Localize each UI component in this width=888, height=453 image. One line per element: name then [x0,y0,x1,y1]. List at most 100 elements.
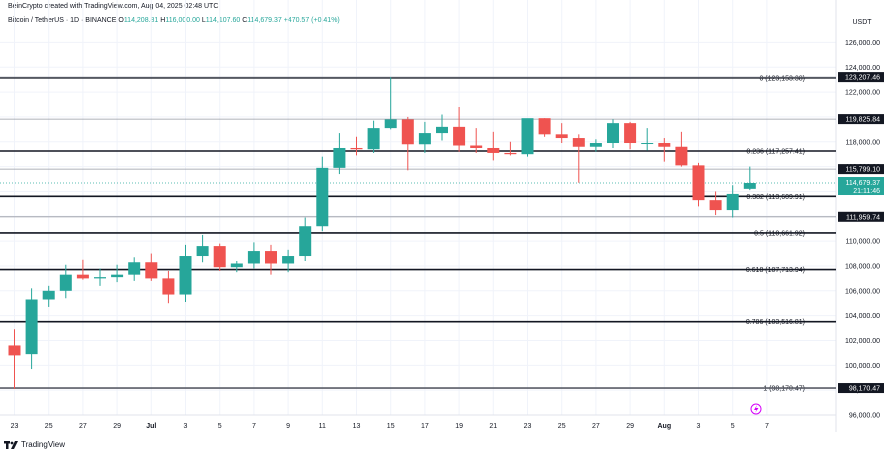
candle-body [470,145,483,148]
y-tick-label: 108,000.00 [845,263,880,270]
y-tick-label: 106,000.00 [845,288,880,295]
candle-body [316,167,329,227]
currency-label: USDT [852,19,872,26]
candle-body [162,278,175,295]
change-value: +470.57 (+0.41%) [283,17,340,24]
x-tick-label: 5 [731,423,735,430]
y-tick-label: 100,000.00 [845,363,880,370]
candle-body [675,146,688,166]
candle-body [196,246,209,257]
x-tick-label: 5 [218,423,222,430]
candle-body [538,118,551,135]
fib-level-label: 0.618 (107,713.94) [746,267,805,274]
candle-body [401,119,414,145]
fib-level-label: 0.236 (117,257.41) [746,148,805,155]
x-tick-label: 27 [79,423,87,430]
open-label: O [118,17,124,24]
price-line-label: 123,207.46 [845,75,880,82]
x-tick-label: 11 [319,423,326,430]
low-value: 114,107.60 [205,17,241,24]
candle-body [436,126,448,134]
candle-body [367,128,380,150]
fib-level-label: 1 (98,170.47) [763,386,805,393]
x-tick-label: 15 [387,423,395,430]
x-tick-label: Aug [657,423,671,430]
y-tick-label: 96,000.00 [849,413,880,420]
high-value: 116,000.00 [165,17,200,24]
candle-body [213,246,226,268]
price-line-label-box [838,383,884,394]
x-tick-label: 25 [558,423,566,430]
price-line-label-box [838,211,884,222]
lightning-icon [754,405,759,413]
candle-body [726,193,739,211]
y-tick-label: 104,000.00 [845,313,880,320]
price-line-label-box [838,164,884,175]
x-tick-label: 29 [113,423,121,430]
x-tick-label: 13 [353,423,361,430]
x-tick-label: 23 [524,423,532,430]
y-tick-label: 122,000.00 [845,90,880,97]
symbol-name: Bitcoin / TetherUS · 1D · BINANCE [8,17,117,24]
x-tick-label: 3 [184,423,188,430]
candle-body [487,147,500,153]
candle-body [641,143,654,145]
x-tick-label: 21 [489,423,497,430]
x-tick-label: 17 [421,423,429,430]
price-line-label: 119,825.84 [845,117,880,124]
fib-level-label: 0 (123,153.38) [759,75,805,82]
x-tick-label: 3 [697,423,701,430]
candle-body [94,277,106,279]
price-line-label-box [838,114,884,125]
candle-body [555,134,568,139]
last-price-tag [838,177,884,196]
fib-level-label: 0.5 (110,661.92) [754,230,805,237]
candle-body [709,200,722,211]
candle-body [299,226,312,257]
symbol-legend: Bitcoin / TetherUS · 1D · BINANCE O114,2… [8,17,340,24]
candle-body [521,118,534,155]
x-tick-label: 23 [11,423,19,430]
x-tick-label: 9 [286,423,290,430]
price-line-label: 111,959.74 [846,214,880,221]
candle-body [418,133,431,145]
x-tick-label: 29 [626,423,634,430]
price-line-label: 98,170.47 [849,386,880,393]
y-tick-label: 124,000.00 [845,65,880,72]
x-tick-label: 7 [252,423,256,430]
tradingview-brand: TradingView [4,440,65,449]
candle-body [624,123,637,144]
candle-body [247,251,260,264]
y-tick-label: 126,000.00 [845,40,880,47]
last-price-label: 114,679.37 [845,180,880,187]
candle-body [76,274,89,279]
candle-body [607,123,619,144]
price-line-label-box [838,72,884,83]
x-tick-label: 25 [45,423,53,430]
brand-label: TradingView [21,440,66,449]
candle-body [350,147,363,150]
candle-body [743,183,756,189]
y-tick-label: 118,000.00 [845,139,880,146]
x-tick-label: 27 [592,423,600,430]
price-line-label: 115,799.10 [845,167,880,174]
fib-level-label: 0.382 (113,609.91) [746,194,805,201]
candle-body [333,147,346,168]
close-label: C [242,17,248,24]
candle-body [25,299,38,355]
bar-countdown-label: 21:11:46 [853,188,880,195]
candle-body [179,256,192,295]
y-tick-label: 110,000.00 [845,239,880,246]
x-tick-label: 7 [765,423,769,430]
candle-body [8,345,21,356]
candle-body [42,290,55,300]
candle-body [145,262,158,279]
candle-body [692,165,705,201]
candle-body [504,152,517,155]
x-tick-label: Jul [146,423,156,430]
tradingview-logo-icon [4,440,18,449]
candle-body [59,274,72,291]
candle-body [453,126,466,146]
candle-body [282,256,295,264]
